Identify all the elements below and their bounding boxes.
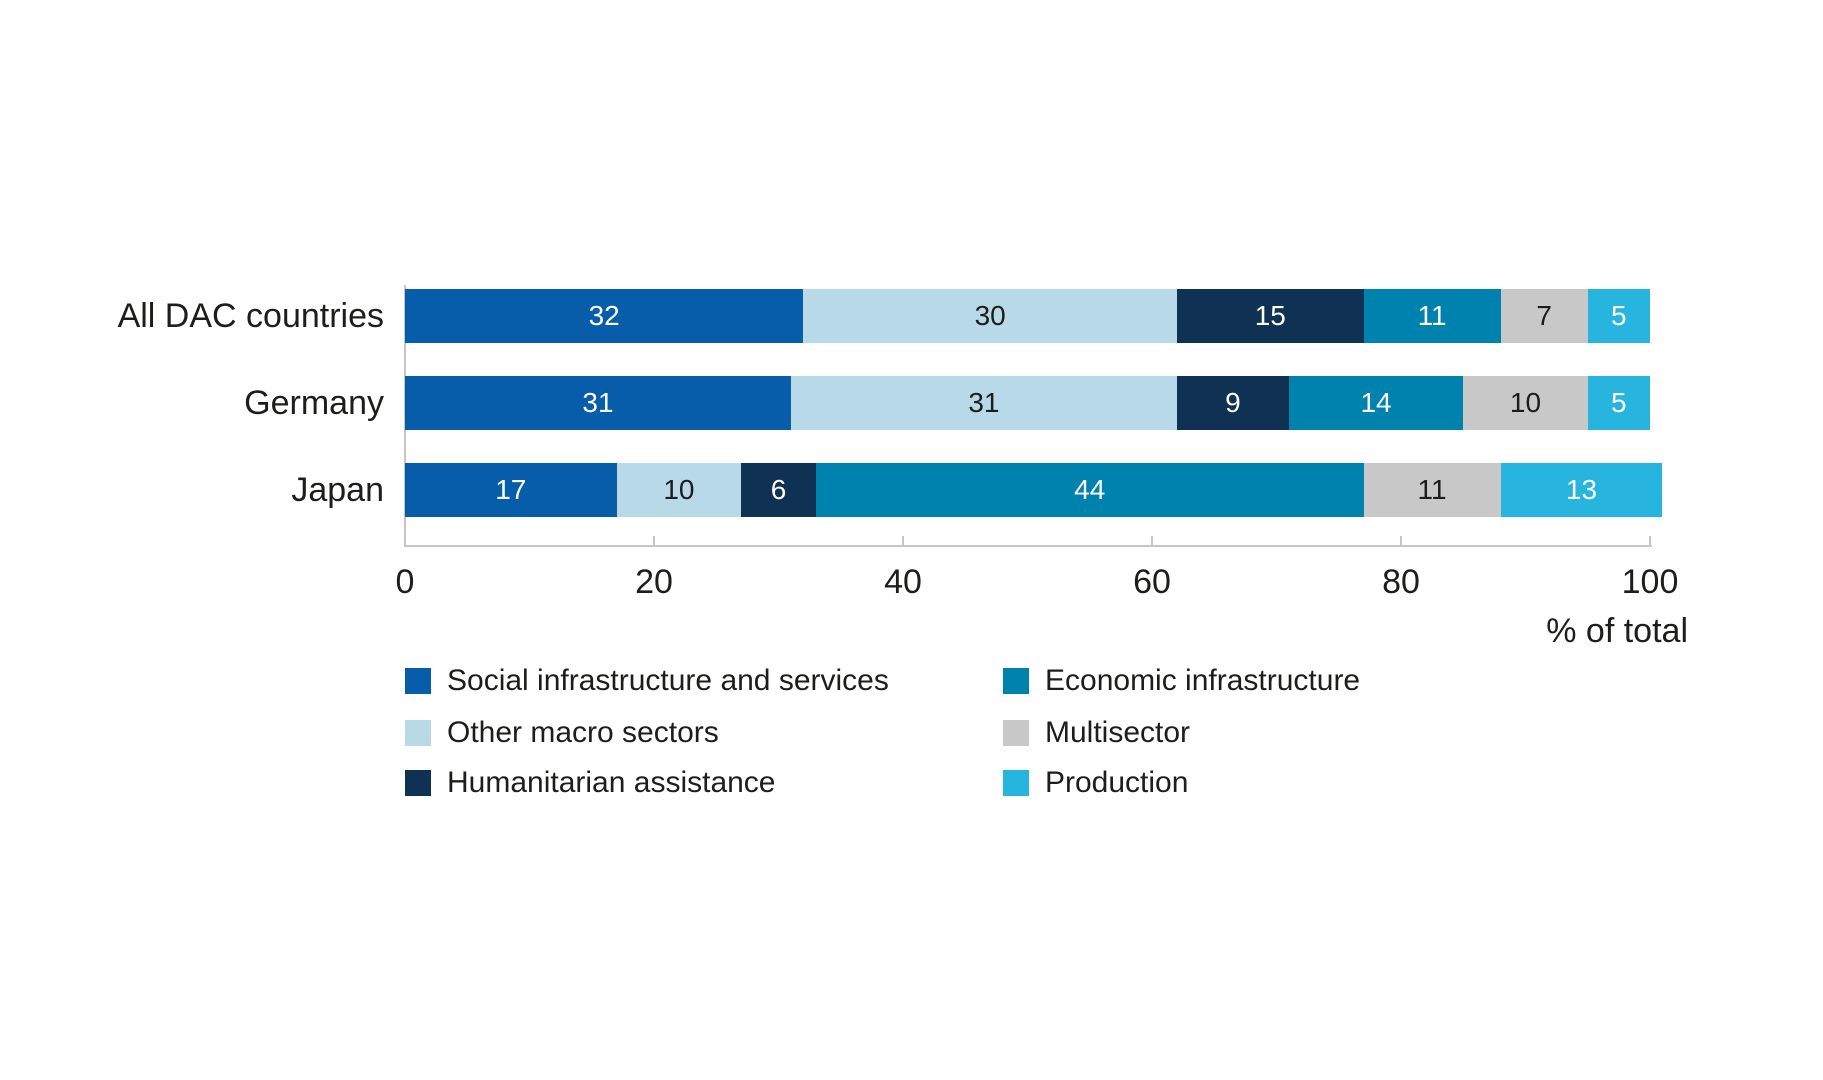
bar-segment: 10 [616,463,742,517]
legend-label: Other macro sectors [447,716,719,749]
legend-label: Production [1045,766,1189,799]
legend-swatch [1003,770,1029,796]
x-axis-line [404,545,1652,547]
segment-value-label: 10 [663,474,695,505]
segment-value-label: 10 [1509,387,1542,418]
segment-value-label: 9 [1225,387,1241,418]
bar-segment: 30 [803,289,1177,343]
bar-segment: 6 [741,463,816,517]
axis-tick-label: 0 [395,563,415,601]
segment-value-label: 31 [968,387,1000,418]
stacked-bar: 31 31 9 14 10 5 [405,376,1650,430]
legend-swatch [1003,668,1029,694]
bar-segment: 32 [405,289,804,343]
legend-item: Humanitarian assistance [405,766,776,800]
category-label: Japan [291,471,384,509]
legend-swatch [1003,720,1029,746]
axis-tick-mark [1400,536,1402,545]
category-label: All DAC countries [117,297,384,335]
segment-value-label: 6 [770,474,787,505]
legend-swatch [405,720,431,746]
legend-swatch [405,668,431,694]
bar-segment: 31 [405,376,791,430]
legend-item: Multisector [1003,716,1190,750]
bar-segment: 44 [815,463,1364,517]
legend-label: Social infrastructure and services [447,664,889,697]
axis-tick-label: 20 [635,563,673,601]
segment-value-label: 44 [1074,474,1106,505]
segment-value-label: 15 [1254,300,1286,331]
segment-value-label: 32 [588,300,620,331]
axis-tick-mark [902,536,904,545]
bar-segment: 11 [1363,289,1501,343]
segment-value-label: 5 [1611,300,1627,331]
axis-tick-mark [1151,536,1153,545]
bar-segment: 13 [1500,463,1663,517]
legend-swatch [405,770,431,796]
legend-item: Economic infrastructure [1003,664,1360,698]
segment-value-label: 31 [582,387,614,418]
category-label: Germany [244,384,384,422]
segment-value-label: 17 [495,474,527,505]
bar-segment: 7 [1500,289,1588,343]
segment-value-label: 30 [974,300,1006,331]
stacked-bar: 32 30 15 11 7 5 [405,289,1650,343]
segment-value-label: 5 [1611,387,1627,418]
legend-item: Social infrastructure and services [405,664,889,698]
axis-tick-label: 100 [1621,563,1679,601]
bar-segment: 17 [405,463,617,517]
bar-segment: 5 [1587,289,1650,343]
bar-segment: 9 [1176,376,1289,430]
segment-value-label: 11 [1417,300,1447,331]
legend-label: Economic infrastructure [1045,664,1361,697]
legend-item: Other macro sectors [405,716,719,750]
segment-value-label: 11 [1417,474,1447,505]
bar-segment: 10 [1463,376,1588,430]
bar-segment: 14 [1288,376,1464,430]
bar-segment: 15 [1176,289,1364,343]
x-axis-title: % of total [1546,612,1688,650]
axis-tick-label: 80 [1382,563,1420,601]
segment-value-label: 7 [1536,300,1552,331]
bar-segment: 5 [1587,376,1650,430]
segment-value-label: 14 [1360,387,1392,418]
axis-tick-mark [653,536,655,545]
segment-value-label: 13 [1565,474,1598,505]
axis-tick-label: 60 [1133,563,1171,601]
stacked-bar: 17 10 6 44 11 13 [405,463,1663,517]
axis-tick-mark [404,536,406,545]
bar-segment: 11 [1363,463,1501,517]
legend-item: Production [1003,766,1188,800]
axis-tick-label: 40 [884,563,922,601]
bar-segment: 31 [790,376,1177,430]
legend-label: Multisector [1045,716,1191,749]
legend-label: Humanitarian assistance [447,766,776,799]
axis-tick-mark [1649,536,1651,545]
